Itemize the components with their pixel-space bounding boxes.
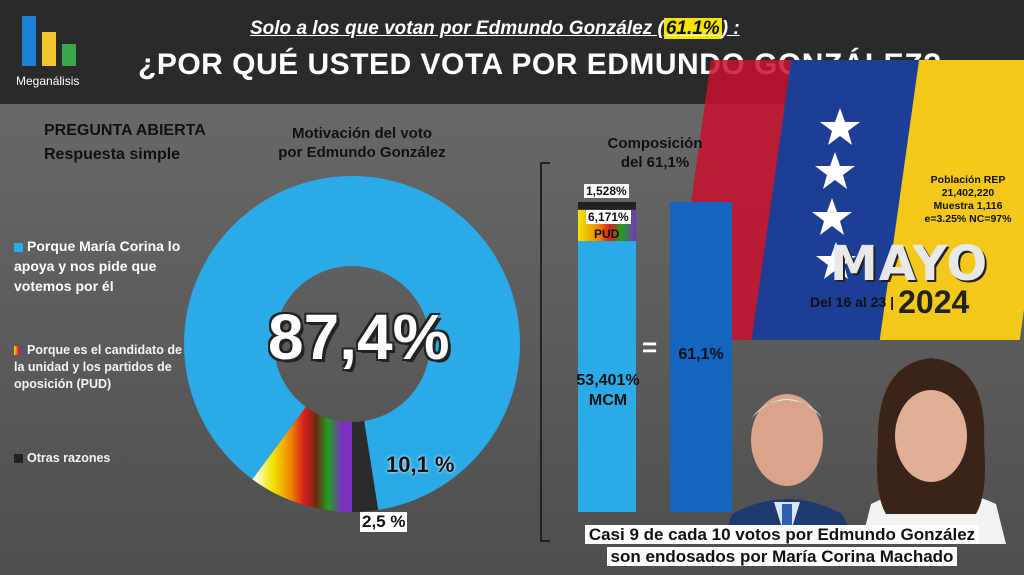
legend-item-pud: Porque es el candidato de la unidad y lo… (14, 343, 182, 391)
composition-title: Composición del 61,1% (607, 135, 703, 171)
donut-slice-otras (352, 421, 379, 512)
bar-segment-mcm (578, 241, 636, 513)
bar-segment-otras (578, 202, 636, 210)
legend-item-mcm: Porque María Corina lo apoya y nos pide … (14, 238, 181, 294)
equals-sign: = (642, 332, 658, 362)
header-band: Meganálisis Solo a los que votan por Edm… (0, 0, 1024, 104)
legend-swatch-dark (14, 454, 23, 464)
bracket-divider (540, 162, 550, 542)
legend-swatch-blue (14, 242, 23, 252)
sample-info: Población REP 21,402,220 Muestra 1,116 e… (924, 174, 1012, 225)
photo-edmundo-gonzalez (722, 394, 857, 544)
caption-line-1: Casi 9 de cada 10 votos por Edmundo Gonz… (584, 525, 980, 544)
bar-segment-total (670, 202, 732, 512)
bar-pud-label: 6,171% (586, 210, 631, 224)
meganalisis-logo: Meganálisis (16, 12, 88, 88)
question-type: PREGUNTA ABIERTA (44, 122, 206, 139)
brand-name: Meganálisis (16, 74, 80, 88)
period-month: MAYO (830, 236, 989, 292)
donut-pud-value: 10,1 % (386, 452, 455, 477)
donut-main-value: 87,4% (268, 301, 450, 373)
legend-item-otras: Otras razones (14, 450, 189, 467)
donut-title: Motivación del voto por Edmundo González (278, 125, 446, 161)
question-mode: Respuesta simple (44, 146, 181, 163)
photo-maria-corina-machado (861, 358, 1006, 544)
star-icons (812, 108, 860, 279)
caption-line-2: son endosados por María Corina Machado (606, 547, 958, 566)
legend-swatch-rainbow (14, 346, 23, 356)
donut-slice-mcm (184, 176, 520, 510)
bar-mcm-label: 53,401% (576, 372, 640, 389)
caption: Casi 9 de cada 10 votos por Edmundo Gonz… (562, 524, 1002, 568)
donut-otras-value: 2,5 % (360, 512, 408, 532)
subtitle-highlight: 61.1% (663, 18, 722, 39)
bar-pud-name: PUD (594, 227, 620, 241)
donut-chart (184, 176, 520, 512)
bar-otras-label: 1,528% (584, 184, 629, 198)
subtitle: Solo a los que votan por Edmundo Gonzále… (250, 18, 740, 39)
bar-mcm-name: MCM (588, 392, 628, 409)
donut-slice-pud (252, 406, 352, 512)
venezuela-flag-background (660, 60, 1024, 340)
period-range: Del 16 al 23 | 2024 (810, 284, 970, 320)
bar-total-label: 61,1% (678, 346, 724, 363)
